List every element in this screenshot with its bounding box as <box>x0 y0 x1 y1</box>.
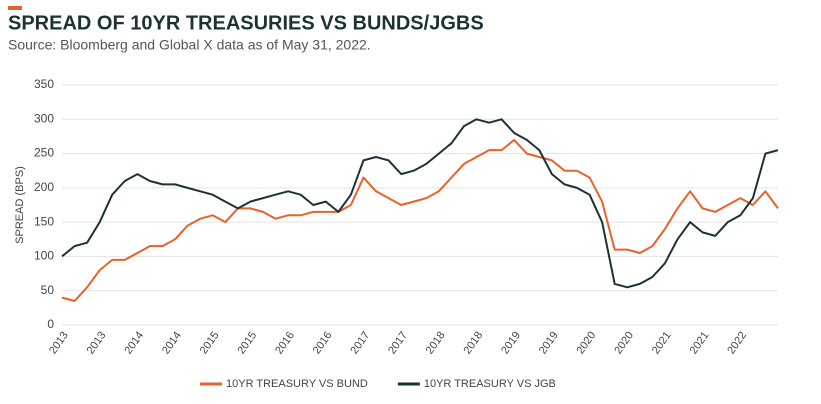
legend-label: 10YR TREASURY VS JGB <box>424 378 556 390</box>
series-line <box>61 138 779 302</box>
x-tick-label: 2018 <box>461 330 485 357</box>
x-tick-label: 2019 <box>499 330 523 357</box>
y-tick-label: 200 <box>34 180 54 194</box>
y-tick-label: 0 <box>47 317 54 331</box>
chart-title: SPREAD OF 10YR TREASURIES VS BUNDS/JGBS <box>8 12 484 34</box>
y-axis-label: SPREAD (BPS) <box>14 166 26 244</box>
x-tick-label: 2021 <box>650 330 674 357</box>
x-tick-label: 2019 <box>537 330 561 357</box>
y-tick-label: 300 <box>34 111 54 125</box>
y-tick-label: 250 <box>34 146 54 160</box>
x-tick-label: 2015 <box>235 330 259 357</box>
x-tick-label: 2016 <box>311 330 335 357</box>
x-tick-label: 2016 <box>273 330 297 357</box>
x-tick-label: 2015 <box>198 330 222 357</box>
accent-bar <box>8 6 22 10</box>
x-tick-label: 2022 <box>725 330 749 357</box>
x-tick-label: 2013 <box>47 330 71 357</box>
x-tick-label: 2013 <box>85 330 109 357</box>
x-tick-label: 2017 <box>386 330 410 357</box>
x-tick-label: 2014 <box>122 330 146 357</box>
y-tick-label: 150 <box>34 214 54 228</box>
y-tick-label: 350 <box>34 77 54 91</box>
x-tick-label: 2020 <box>612 330 636 357</box>
x-tick-label: 2021 <box>688 330 712 357</box>
x-tick-label: 2020 <box>575 330 599 357</box>
y-tick-label: 100 <box>34 249 54 263</box>
x-tick-label: 2017 <box>348 330 372 357</box>
legend-label: 10YR TREASURY VS BUND <box>226 378 368 390</box>
x-tick-label: 2018 <box>424 330 448 357</box>
chart-subtitle: Source: Bloomberg and Global X data as o… <box>8 37 371 53</box>
series-line <box>61 118 779 289</box>
x-tick-label: 2014 <box>160 330 184 357</box>
y-tick-label: 50 <box>41 283 55 297</box>
